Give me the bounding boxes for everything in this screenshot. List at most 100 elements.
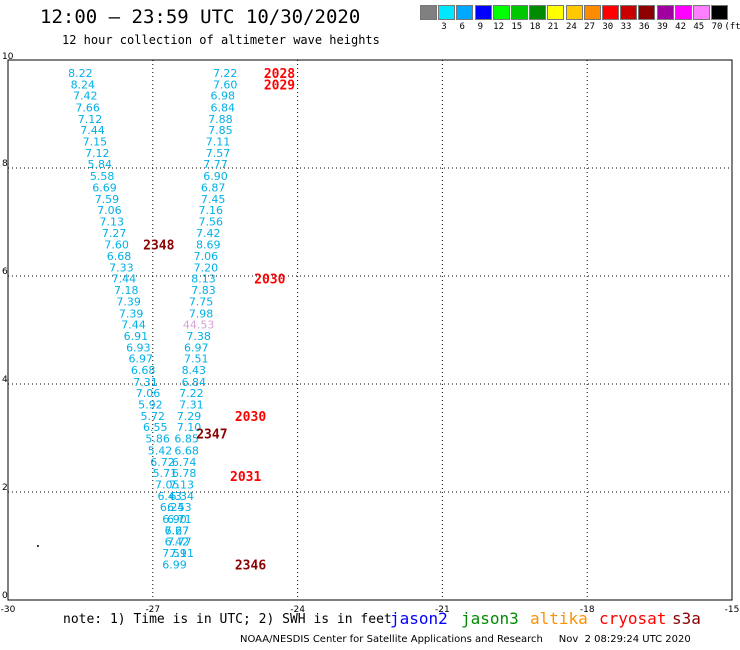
- mission-label-jason2: jason2: [390, 609, 448, 628]
- wave-height-value: 5.86: [145, 433, 170, 446]
- wave-height-value: 7.31: [133, 376, 158, 389]
- mission-label-cryosat: cryosat: [599, 609, 667, 628]
- wave-height-value: 7.42: [196, 227, 221, 240]
- scale-swatch: [420, 5, 437, 20]
- wave-height-value: 7.39: [119, 307, 144, 320]
- scale-label: 9: [477, 22, 484, 32]
- wave-height-value: 5.58: [90, 170, 115, 183]
- wave-height-value: 7.45: [201, 193, 226, 206]
- scale-swatch: [565, 5, 583, 20]
- wave-height-value: 6.68: [131, 364, 156, 377]
- wave-height-value: 5.92: [138, 399, 163, 412]
- x-tick-label: -15: [725, 605, 740, 615]
- wave-height-value: 6.98: [211, 90, 236, 103]
- wave-height-value: 7.10: [177, 421, 202, 434]
- wave-height-value: 6.87: [201, 181, 226, 194]
- scale-label: (ft): [724, 22, 740, 32]
- wave-height-value: 8.24: [71, 78, 96, 91]
- scale-swatch: [583, 5, 601, 20]
- wave-height-value: 7.13: [100, 215, 125, 228]
- time-label: 2346: [235, 558, 266, 573]
- wave-height-value: 7.42: [73, 90, 98, 103]
- wave-height-value: 7.27: [102, 227, 127, 240]
- wave-height-value: 7.16: [198, 204, 223, 217]
- wave-height-value: 7.05: [155, 478, 180, 491]
- wave-height-value: 7.77: [203, 158, 228, 171]
- scale-swatch: [438, 5, 456, 20]
- wave-height-value: 8.13: [191, 273, 216, 286]
- wave-height-value: 7.51: [184, 353, 209, 366]
- wave-height-value: 6.34: [170, 490, 195, 503]
- wave-height-value: 7.60: [213, 78, 238, 91]
- wave-height-value: 6.99: [162, 558, 187, 571]
- y-tick-label: 0: [2, 591, 8, 601]
- wave-height-value: 6.93: [126, 341, 151, 354]
- wave-height-value: 6.71: [167, 513, 192, 526]
- wave-height-value: 6.42: [165, 536, 190, 549]
- mission-label-altika: altika: [530, 609, 588, 628]
- time-label: 2030: [235, 410, 266, 425]
- wave-height-value: 6.97: [184, 341, 209, 354]
- scale-swatch: [620, 5, 638, 20]
- wave-height-value: 7.57: [206, 147, 231, 160]
- wave-height-value: 7.15: [83, 136, 108, 149]
- scale-label: 24: [565, 22, 577, 32]
- wave-height-value: 7.56: [198, 215, 223, 228]
- time-label: 2029: [264, 78, 295, 93]
- scale-label: 27: [584, 22, 596, 32]
- wave-height-value: 7.20: [194, 261, 219, 274]
- wave-height-value: 7.12: [78, 113, 103, 126]
- stray-mark: [36, 545, 39, 547]
- chart-subtitle: 12 hour collection of altimeter wave hei…: [62, 33, 380, 47]
- wave-height-value: 7.22: [179, 387, 204, 400]
- x-tick-label: -18: [580, 605, 595, 615]
- wave-height-value: 44.53: [183, 319, 215, 332]
- wave-height-value: 6.24: [160, 501, 185, 514]
- scale-swatch: [656, 5, 674, 20]
- wave-height-value: 8.22: [68, 67, 93, 80]
- wave-height-value: 7.60: [104, 239, 129, 252]
- wave-height-value: 5.84: [87, 158, 112, 171]
- wave-height-value: 8.43: [182, 364, 207, 377]
- wave-height-value: 6.55: [143, 421, 168, 434]
- time-label: 2030: [254, 273, 285, 288]
- scale-label: 3: [441, 22, 447, 32]
- wave-height-value: 7.66: [75, 102, 100, 115]
- wave-height-value: 6.43: [157, 490, 182, 503]
- wave-height-value: 7.44: [121, 319, 146, 332]
- wave-height-value: 7.12: [85, 147, 110, 160]
- wave-height-value: 7.06: [97, 204, 122, 217]
- mission-label-s3a: s3a: [672, 609, 701, 628]
- plot-frame: [7, 59, 733, 601]
- scale-label: 36: [638, 22, 650, 32]
- time-label: 2031: [230, 470, 261, 485]
- wave-height-value: 7.27: [165, 524, 190, 537]
- scale-swatch: [602, 5, 619, 20]
- wave-height-value: 5.72: [141, 410, 166, 423]
- wave-height-value: 7.44: [80, 124, 105, 137]
- wave-height-value: 6.78: [172, 467, 197, 480]
- wave-height-value: 7.39: [116, 295, 141, 308]
- wave-height-value: 6.90: [162, 513, 187, 526]
- wave-height-value: 7.13: [170, 478, 195, 491]
- wave-height-value: 6.84: [182, 376, 207, 389]
- y-tick-label: 4: [2, 375, 8, 385]
- scale-label: 6: [459, 22, 465, 32]
- wave-height-value: 7.06: [194, 250, 219, 263]
- wave-height-value: 7.31: [179, 399, 204, 412]
- wave-height-value: 6.91: [124, 330, 149, 343]
- scale-swatch: [638, 5, 656, 20]
- wave-height-value: 7.18: [114, 284, 139, 297]
- scale-swatch: [511, 5, 528, 20]
- time-label: 2028: [264, 67, 295, 82]
- x-tick-label: -27: [145, 605, 160, 615]
- wave-height-value: 7.44: [112, 273, 137, 286]
- scale-swatch: [711, 5, 729, 20]
- scale-label: 18: [529, 22, 541, 32]
- wave-height-value: 6.67: [165, 524, 190, 537]
- footer-credit: NOAA/NESDIS Center for Satellite Applica…: [240, 634, 691, 645]
- units-note: note: 1) Time is in UTC; 2) SWH is in fe…: [63, 612, 392, 627]
- wave-height-value: 7.38: [186, 330, 211, 343]
- wave-height-value: 6.84: [211, 102, 236, 115]
